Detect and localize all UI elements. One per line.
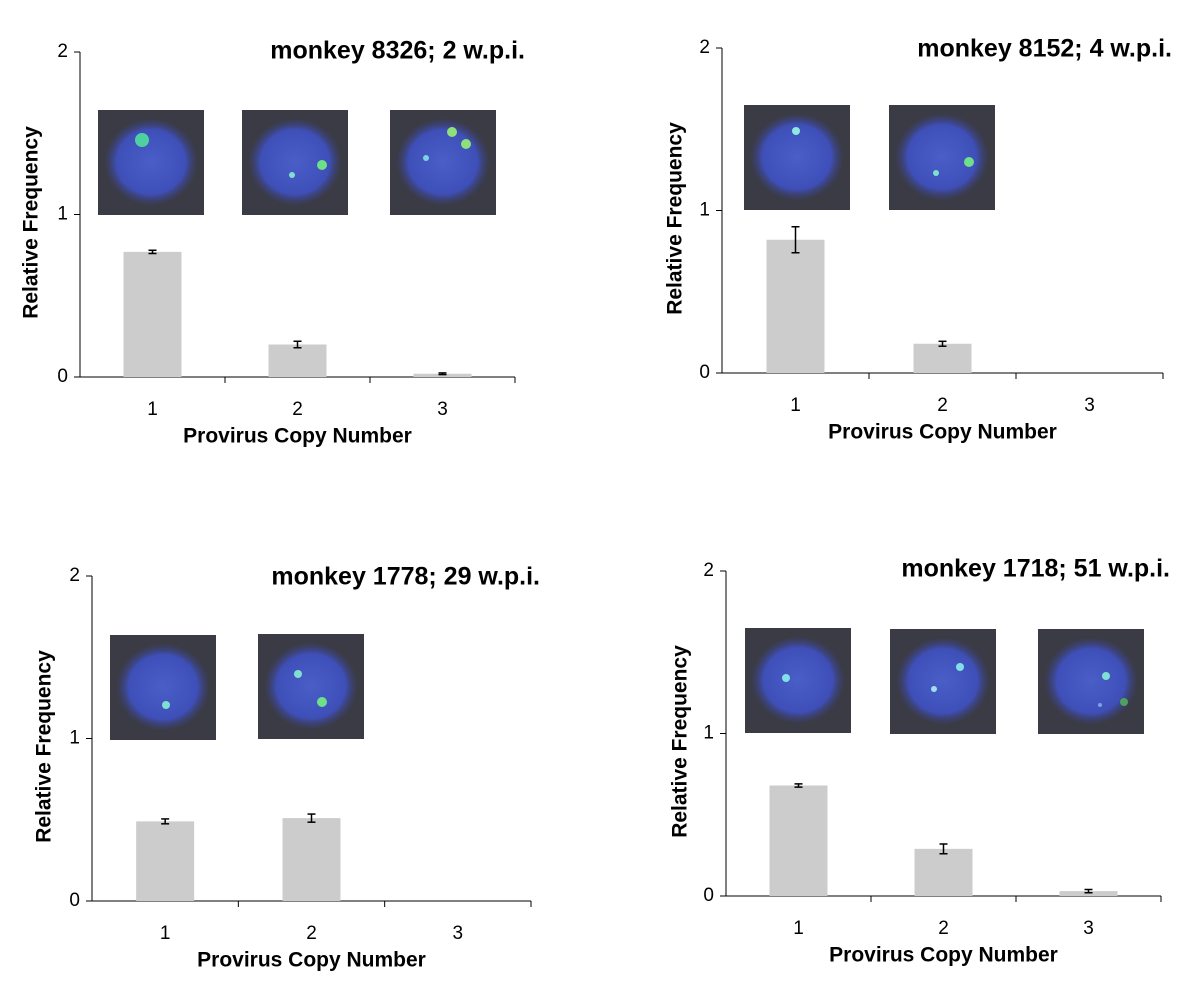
signal-dot: [317, 160, 327, 170]
error-bar: [293, 340, 302, 349]
bar: [766, 239, 825, 373]
error-bar: [794, 783, 803, 788]
y-tick-label: 0: [703, 885, 714, 906]
signal-dot: [447, 127, 457, 137]
x-tick-label: 1: [147, 399, 158, 420]
x-tick-label: 3: [1084, 395, 1095, 416]
signal-dot: [461, 139, 471, 149]
signal-dot: [964, 157, 974, 167]
y-tick-label: 2: [703, 560, 714, 581]
y-tick-label: 1: [57, 204, 68, 225]
signal-dot: [162, 701, 170, 709]
signal-dot: [423, 155, 429, 161]
signal-dot: [933, 170, 939, 176]
x-axis-label: Provirus Copy Number: [183, 425, 412, 448]
signal-dot: [931, 686, 937, 692]
bar: [914, 848, 973, 896]
signal-dot: [782, 674, 790, 682]
x-tick-label: 2: [938, 918, 949, 939]
x-tick-label: 3: [1083, 918, 1094, 939]
chart-title: monkey 8152; 4 w.p.i.: [917, 35, 1172, 63]
nucleus: [397, 119, 489, 205]
bar: [913, 343, 972, 373]
y-axis-label: Relative Frequency: [33, 650, 56, 843]
signal-dot: [135, 133, 149, 147]
y-axis-label: Relative Frequency: [669, 645, 692, 838]
error-bar: [791, 226, 800, 254]
y-tick-label: 1: [703, 723, 714, 744]
nucleus: [896, 114, 988, 200]
x-tick-label: 1: [793, 918, 804, 939]
nucleus: [1045, 638, 1137, 724]
x-tick-label: 2: [292, 399, 303, 420]
chart-title: monkey 8326; 2 w.p.i.: [270, 37, 525, 65]
error-bar: [438, 372, 447, 376]
bar: [413, 373, 472, 377]
nucleus: [117, 644, 209, 730]
y-tick-label: 0: [69, 890, 80, 911]
chart-title: monkey 1718; 51 w.p.i.: [901, 555, 1170, 583]
signal-dot: [956, 663, 964, 671]
error-bar: [148, 249, 157, 255]
signal-dot: [289, 172, 295, 178]
chart-title: monkey 1778; 29 w.p.i.: [271, 563, 540, 591]
error-bar: [938, 340, 947, 347]
error-bar: [939, 843, 948, 855]
bar: [282, 818, 341, 901]
signal-dot: [1102, 672, 1110, 680]
bar: [136, 821, 195, 901]
nucleus: [105, 119, 197, 205]
x-tick-label: 1: [160, 923, 171, 944]
nucleus: [265, 643, 357, 729]
bar: [268, 344, 327, 377]
nucleus: [751, 114, 843, 200]
y-tick-label: 2: [57, 41, 68, 62]
bar: [1059, 891, 1118, 896]
y-axis-label: Relative Frequency: [20, 126, 43, 319]
signal-dot: [792, 127, 800, 135]
y-tick-label: 0: [57, 366, 68, 387]
y-axis-label: Relative Frequency: [664, 122, 687, 315]
y-tick-label: 2: [69, 565, 80, 586]
x-tick-label: 3: [453, 923, 464, 944]
x-tick-label: 1: [790, 395, 801, 416]
y-tick-label: 1: [699, 200, 710, 221]
nucleus: [249, 119, 341, 205]
y-tick-label: 1: [69, 728, 80, 749]
bar: [123, 251, 182, 377]
signal-dot: [317, 697, 327, 707]
nucleus: [752, 637, 844, 723]
bar: [769, 785, 828, 896]
signal-dot: [1098, 703, 1102, 707]
nucleus: [897, 638, 989, 724]
error-bar: [161, 818, 170, 825]
error-bar: [307, 813, 316, 823]
x-axis-label: Provirus Copy Number: [829, 944, 1058, 967]
signal-dot: [294, 670, 302, 678]
signal-dot: [1120, 698, 1128, 706]
x-axis-label: Provirus Copy Number: [197, 949, 426, 972]
y-tick-label: 2: [699, 37, 710, 58]
x-tick-label: 3: [437, 399, 448, 420]
y-tick-label: 0: [699, 362, 710, 383]
error-bar: [1084, 888, 1093, 894]
x-tick-label: 2: [306, 923, 317, 944]
x-tick-label: 2: [937, 395, 948, 416]
x-axis-label: Provirus Copy Number: [828, 421, 1057, 444]
